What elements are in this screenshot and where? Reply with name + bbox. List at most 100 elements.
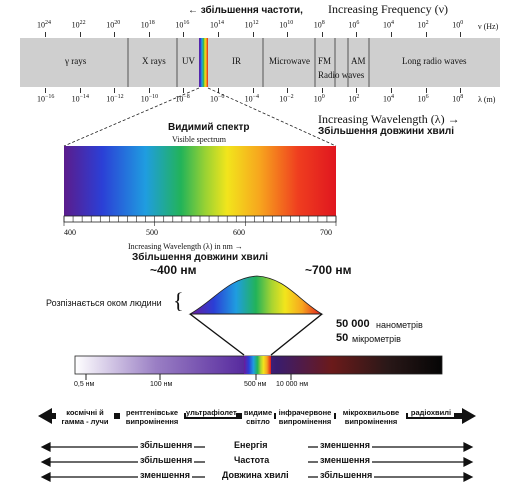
band-ir: IR [232,56,241,66]
category-xray: рентгенівське випромінення [120,408,184,426]
legend-wavelength-left: зменшення [138,470,192,480]
visible-axis-label: Increasing Wavelength (λ) in nm → [128,242,243,251]
category-uv: ультрафіолет [186,408,237,417]
spectrum-band [20,38,500,87]
frequency-tick-mark-6 [252,32,254,37]
wavelength-tick-11: 106 [417,94,429,104]
frequency-tick-6: 1012 [244,20,259,30]
frequency-tick-3: 1018 [140,20,155,30]
band-long-radio: Long radio waves [402,56,467,66]
frequency-tick-mark-0 [45,32,46,37]
wavelength-tick-mark-8 [321,88,323,93]
visible-spectrum-bar [64,146,336,216]
bar-tick-10000nm: 10 000 нм [276,381,309,388]
label-700nm: ~700 нм [305,263,352,277]
wavelength-tick-12: 108 [452,94,464,104]
wavelength-tick-mark-6 [252,88,254,93]
visible-axis-label-ua: Збільшення довжини хвилі [132,252,268,263]
wavelength-tick-mark-5 [218,88,219,93]
wavelength-tick-8: 100 [313,94,325,104]
category-gamma: космічні й гамма - лучи [56,408,114,426]
frequency-tick-mark-2 [114,32,116,37]
wavelength-tick-9: 102 [348,94,360,104]
frequency-tick-mark-5 [218,32,219,37]
band-radio-waves: Radio waves [318,70,365,80]
frequency-tick-5: 1014 [210,20,224,30]
frequency-tick-mark-1 [79,32,81,37]
frequency-tick-mark-12 [460,32,462,37]
frequency-title: Increasing Frequency (ν) [328,2,449,16]
brace: { [173,288,184,313]
frequency-arrow-label: ← збільшення частоти, [188,5,303,16]
legend-frequency-label: Частота [234,455,270,465]
frequency-tick-12: 100 [452,20,464,30]
legend-wavelength-label: Довжина хвилі [222,470,289,480]
perceived-by-eye-label: Розпізнається оком людини [46,298,162,308]
label-micrometers: мікрометрів [352,334,401,344]
em-bar-visible [244,356,271,374]
visible-tick-400: 400 [64,228,76,237]
frequency-tick-mark-7 [287,32,289,37]
bar-tick-100nm: 100 нм [150,381,173,388]
visible-tick-500: 500 [146,228,158,237]
frequency-tick-mark-8 [321,32,323,37]
category-radio: радіохвилі [408,408,454,417]
band-am: AM [351,56,366,66]
wavelength-tick-2: 10−12 [106,94,124,104]
band-microwave: Microwave [269,56,310,66]
frequency-label-ua: збільшення частоти, [200,5,303,16]
bar-tick-500nm: 500 нм [244,381,267,388]
category-infrared: інфрачервоне випромінення [276,408,334,426]
legend-energy-right: зменшення [318,440,372,450]
visible-tick-700: 700 [320,228,332,237]
band-fm: FM [318,56,332,66]
frequency-tick-11: 102 [417,20,429,30]
wavelength-unit: λ (m) [478,95,496,104]
wavelength-tick-7: 10−2 [279,94,294,104]
legend-energy-left: збільшення [138,440,195,450]
wavelength-tick-mark-12 [460,88,462,93]
visible-slit [199,38,208,87]
visible-title-ua: Видимий спектр [168,122,250,133]
band-gamma: γ rays [65,56,87,66]
wavelength-tick-3: 10−10 [140,94,159,104]
wavelength-title-ua: Збільшення довжини хвилі [318,126,454,137]
frequency-tick-mark-3 [148,32,150,37]
frequency-tick-0: 1024 [37,20,51,30]
frequency-tick-mark-4 [183,32,185,37]
wavelength-tick-4: 10−8 [175,94,190,104]
frequency-tick-mark-11 [425,32,427,37]
band-xray: X rays [142,56,166,66]
frequency-tick-8: 108 [313,20,325,30]
wavelength-tick-10: 104 [383,94,394,104]
band-uv: UV [182,56,195,66]
visible-tick-600: 600 [233,228,245,237]
wavelength-tick-1: 10−14 [71,94,89,104]
frequency-tick-7: 1010 [279,20,294,30]
wavelength-tick-mark-7 [287,88,289,93]
wavelength-tick-mark-0 [45,88,46,93]
frequency-tick-mark-10 [391,32,392,37]
frequency-unit: ν (Hz) [478,22,499,31]
wavelength-tick-mark-10 [391,88,392,93]
wavelength-tick-mark-4 [183,88,185,93]
frequency-tick-mark-9 [356,32,358,37]
label-50: 50 [336,332,349,344]
legend-frequency-right: зменшення [318,455,372,465]
category-microwave: мікрохвильове випромінення [336,408,406,426]
label-nanometers: нанометрів [376,320,423,330]
wavelength-tick-mark-2 [114,88,116,93]
frequency-tick-1: 1022 [71,20,86,30]
label-400nm: ~400 нм [150,263,197,277]
sensitivity-curve [188,275,324,315]
frequency-tick-9: 106 [348,20,360,30]
legend-wavelength-right: збільшення [318,470,375,480]
wavelength-tick-mark-11 [425,88,427,93]
bar-tick-0-5nm: 0,5 нм [74,381,95,388]
legend-energy-label: Енергія [234,440,268,450]
legend-frequency-left: збільшення [138,455,195,465]
wavelength-tick-5: 10−6 [210,94,225,104]
label-50000: 50 000 [336,318,370,330]
